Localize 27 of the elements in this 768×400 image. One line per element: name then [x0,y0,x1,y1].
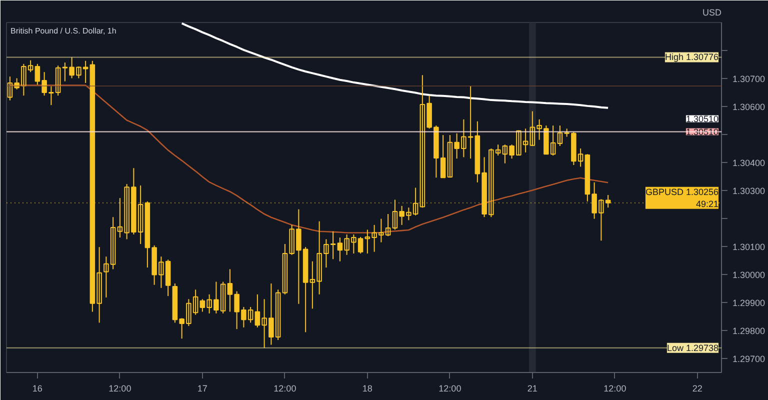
y-tick-label: 1.30300 [732,186,766,196]
x-tick-label: 12:00 [274,384,296,394]
y-tick-label: 1.30700 [732,74,766,84]
x-tick-label: 12:00 [438,384,462,394]
ref-line-label: 1.30510 [686,114,719,124]
x-tick-label: 16 [32,384,42,394]
text: British Pound / U.S. Dollar, 1h [10,26,116,36]
y-tick-label: 1.30000 [732,270,766,280]
x-tick-label: 21 [527,384,538,394]
y-tick-label: 1.29800 [732,326,766,336]
y-tick-label: 1.30100 [732,242,766,252]
ref-line-label: GBPUSD 1.30256 49:21 [645,186,719,209]
x-tick-label: 12:00 [604,384,626,394]
y-tick-label: 1.30600 [732,102,766,112]
y-tick-label: 1.29700 [732,354,766,364]
ref-line-label: High 1.30776 [664,52,719,62]
x-tick-label: 18 [362,384,372,394]
y-tick-label: 1.30400 [732,158,766,168]
x-tick-label: 17 [197,384,208,394]
y-tick-label: 1.29900 [732,298,766,308]
candlestick [227,268,233,312]
ref-line-label: 1.30510 [686,127,719,138]
x-tick-label: 22 [692,384,702,394]
y-axis-title: USD [702,8,722,18]
line-series [180,22,610,109]
x-tick-label: 12:00 [108,384,132,394]
ref-line-label: Low 1.29738 [666,342,719,353]
